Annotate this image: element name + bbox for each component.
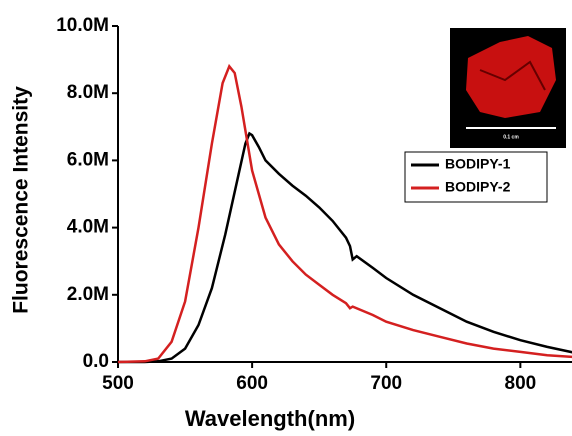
y-axis-title: Fluorescence Intensity [10,86,33,314]
inset-scale-label: 0.1 cm [503,134,519,140]
x-axis-title: Wavelength(nm) [185,406,355,431]
y-tick-label: 6.0M [67,149,109,170]
x-tick-label: 500 [102,373,134,394]
legend-label: BODIPY-2 [445,179,511,195]
y-tick-label: 0.0 [83,351,109,372]
y-tick-label: 10.0M [56,15,109,36]
y-tick-label: 4.0M [67,217,109,238]
legend-label: BODIPY-1 [445,156,511,172]
inset-detail [479,60,546,91]
y-tick-label: 8.0M [67,82,109,103]
series-line [117,63,572,364]
legend-box [404,151,548,203]
x-tick-label: 700 [370,373,402,394]
series-line [118,131,572,364]
inset-tissue [466,36,556,118]
x-tick-label: 800 [505,373,537,394]
y-tick-label: 2.0M [67,284,109,305]
inset-image: 0.1 cm [450,28,566,148]
x-tick-label: 600 [236,373,268,394]
